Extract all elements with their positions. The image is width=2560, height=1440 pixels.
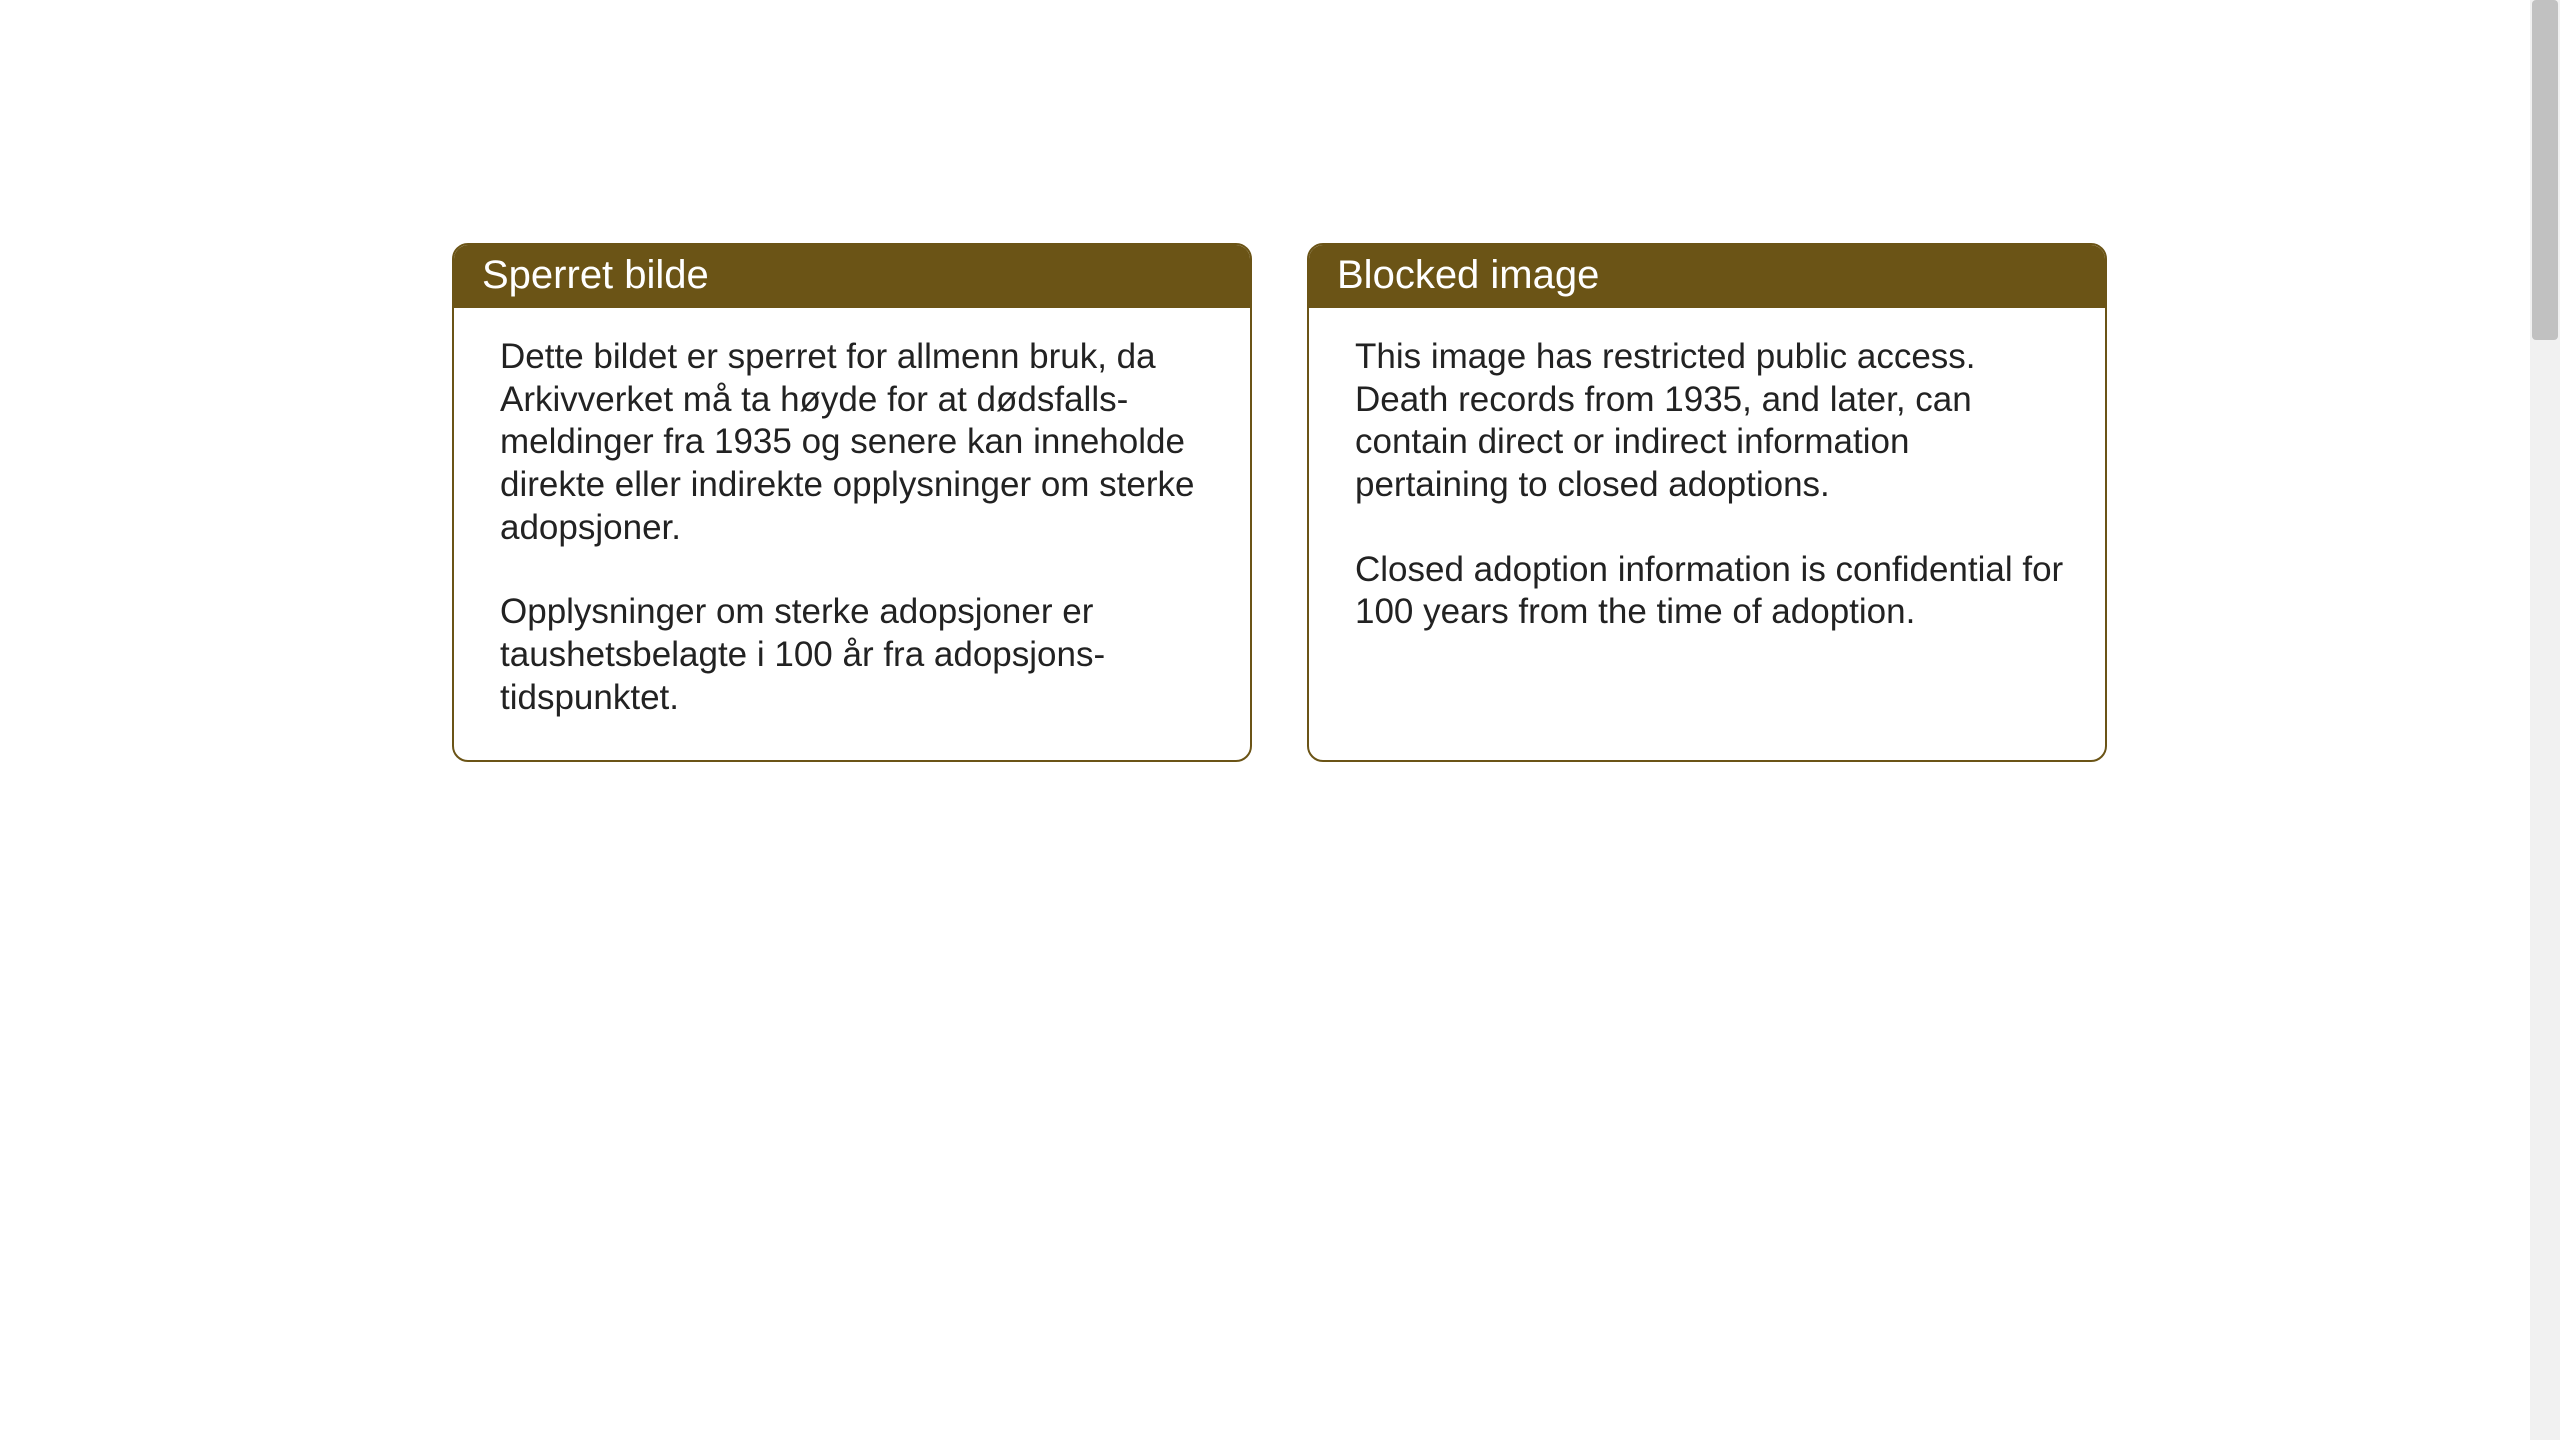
card-norwegian-title: Sperret bilde — [454, 245, 1250, 308]
vertical-scrollbar[interactable] — [2530, 0, 2560, 1440]
card-norwegian: Sperret bilde Dette bildet er sperret fo… — [452, 243, 1252, 762]
card-english-title: Blocked image — [1309, 245, 2105, 308]
card-norwegian-body: Dette bildet er sperret for allmenn bruk… — [454, 308, 1250, 760]
scrollbar-thumb[interactable] — [2532, 0, 2558, 340]
cards-container: Sperret bilde Dette bildet er sperret fo… — [0, 0, 2560, 762]
card-english-body: This image has restricted public access.… — [1309, 308, 2105, 758]
card-norwegian-paragraph-2: Opplysninger om sterke adopsjoner er tau… — [500, 591, 1210, 719]
card-english-paragraph-2: Closed adoption information is confident… — [1355, 549, 2065, 634]
card-english-paragraph-1: This image has restricted public access.… — [1355, 336, 2065, 507]
card-norwegian-paragraph-1: Dette bildet er sperret for allmenn bruk… — [500, 336, 1210, 549]
card-english: Blocked image This image has restricted … — [1307, 243, 2107, 762]
